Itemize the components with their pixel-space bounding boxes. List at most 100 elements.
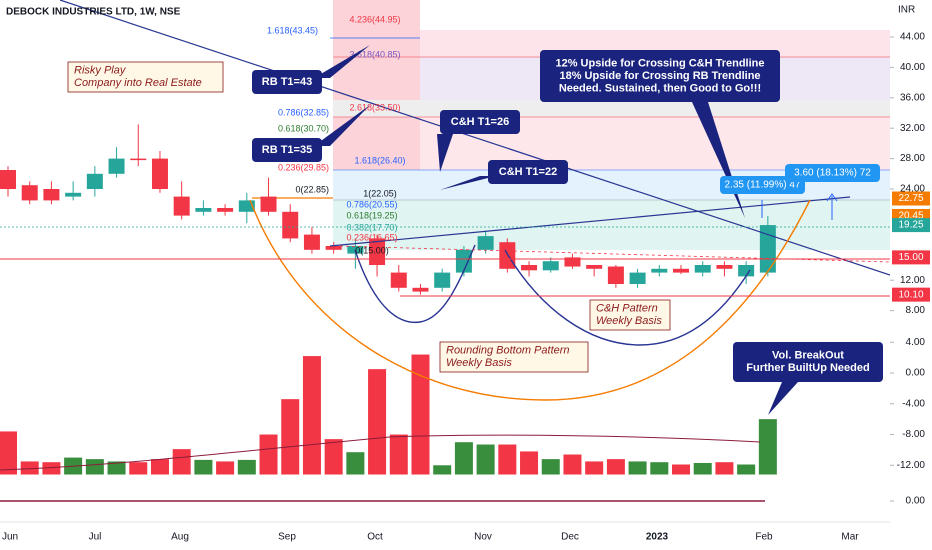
callout-box — [785, 164, 880, 182]
fib-label: 1.618(43.45) — [267, 25, 318, 35]
x-tick-label: Feb — [755, 532, 773, 543]
volume-bar — [150, 459, 169, 475]
volume-bar — [324, 439, 343, 475]
price-badge-label: 20.45 — [898, 211, 923, 222]
volume-bar — [281, 399, 300, 475]
y-tick-label: 40.00 — [900, 62, 925, 73]
callout-box — [720, 176, 805, 194]
callout-text: 3.60 (18.13%) 72 — [794, 168, 871, 179]
volume-bar — [737, 464, 756, 475]
candle-body — [586, 265, 603, 269]
drawings — [0, 0, 891, 502]
y2-tick-label: 0.00 — [906, 368, 926, 379]
fib-label: 0(22.85) — [295, 184, 329, 194]
callout-text: 12% Upside for Crossing C&H Trendline — [555, 57, 764, 69]
callout-text: C&H T1=26 — [451, 116, 509, 128]
volume-bar — [650, 462, 669, 475]
callout-text: RB T1=35 — [262, 144, 312, 156]
price-axis — [890, 0, 932, 550]
callout-text: C&H T1=22 — [499, 166, 557, 178]
callout-pointer — [314, 105, 370, 146]
x-tick-label: Jul — [89, 532, 102, 543]
price-badge — [892, 218, 930, 233]
callout-text: Vol. BreakOut — [772, 350, 844, 362]
volume-bar — [715, 462, 734, 475]
y2-tick-label: -8.00 — [902, 429, 925, 440]
y2-tick-label: -12.00 — [897, 460, 926, 471]
volume-bar — [368, 369, 387, 475]
candle-body — [607, 266, 624, 284]
fib-label: 2.618(33.50) — [349, 102, 400, 112]
callout-text: Needed. Sustained, then Good to Go!!! — [559, 82, 761, 94]
callout-box — [439, 341, 589, 373]
callout-box — [540, 50, 780, 102]
volume-bar — [129, 462, 148, 475]
arrow-head — [826, 193, 838, 202]
callout-box — [488, 160, 568, 184]
volume-bar — [520, 451, 539, 475]
volume-bar — [606, 459, 625, 475]
volume-bar — [194, 459, 213, 475]
fib-label: 0.786(32.85) — [278, 107, 329, 117]
fib-label: 3.618(40.85) — [349, 49, 400, 59]
fib-label: 0.786(20.55) — [346, 199, 397, 209]
fib-label: 0.236(16.65) — [346, 232, 397, 242]
candle-body — [282, 211, 299, 239]
x-tick-label: Oct — [367, 532, 383, 543]
fib-label: 0.618(19.25) — [346, 210, 397, 220]
candle-body — [629, 272, 646, 284]
volume-bar — [758, 419, 777, 475]
callout-box — [589, 299, 671, 331]
candle-body — [65, 192, 82, 197]
cup-curve — [354, 244, 476, 324]
callout-pointer — [768, 382, 798, 415]
callout-text: Company into Real Estate — [74, 77, 202, 89]
fib-label: 1.618(26.40) — [354, 155, 405, 165]
candle-body — [455, 249, 472, 273]
volume-bar — [0, 431, 17, 475]
fib-label: 0.382(17.70) — [346, 222, 397, 232]
candle-body — [412, 287, 429, 292]
candle-body — [759, 225, 776, 273]
callout-text: Weekly Basis — [596, 315, 662, 327]
y-tick-label: 36.00 — [900, 92, 925, 103]
candle-body — [217, 208, 234, 212]
volume-bar — [433, 465, 452, 475]
price-badge-label: 10.10 — [898, 289, 923, 300]
volume-bar — [237, 459, 256, 475]
candles — [0, 124, 777, 475]
volume-bar — [693, 462, 712, 475]
candle-body — [303, 234, 320, 250]
x-tick-label: Mar — [841, 532, 859, 543]
volume-bar — [672, 464, 691, 475]
callout-text: 2.35 (11.99%) 47 — [725, 180, 801, 191]
callout-box — [733, 342, 883, 382]
candle-body — [173, 196, 190, 216]
callout-box — [440, 110, 520, 134]
candle-body — [347, 246, 364, 254]
callout-text: RB T1=43 — [262, 76, 312, 88]
x-tick-label: Dec — [561, 532, 579, 543]
candle-body — [130, 158, 147, 161]
candle-body — [521, 265, 538, 271]
callout-text: 18% Upside for Crossing RB Trendline — [559, 70, 760, 82]
candle-body — [564, 257, 581, 267]
y-tick-label: 24.00 — [900, 184, 925, 195]
candle-body — [716, 265, 733, 269]
callout-box — [67, 61, 224, 93]
volume-bar — [389, 434, 408, 475]
candle-body — [673, 268, 690, 273]
candle-body — [499, 242, 516, 269]
dashed-line — [339, 245, 891, 263]
overlay: 44.00 40.00 36.00 32.00 28.00 24.00 12.00 8.00 4… — [2, 14, 930, 543]
volume-bar — [20, 461, 39, 475]
volume-bar — [411, 354, 430, 475]
candle-body — [434, 272, 451, 288]
candle-body — [108, 158, 125, 174]
volume-bar — [259, 434, 278, 475]
candle-body — [260, 196, 277, 212]
y-tick-label: 8.00 — [906, 305, 926, 316]
volume-ma — [0, 434, 761, 471]
volume-bar — [346, 452, 365, 475]
